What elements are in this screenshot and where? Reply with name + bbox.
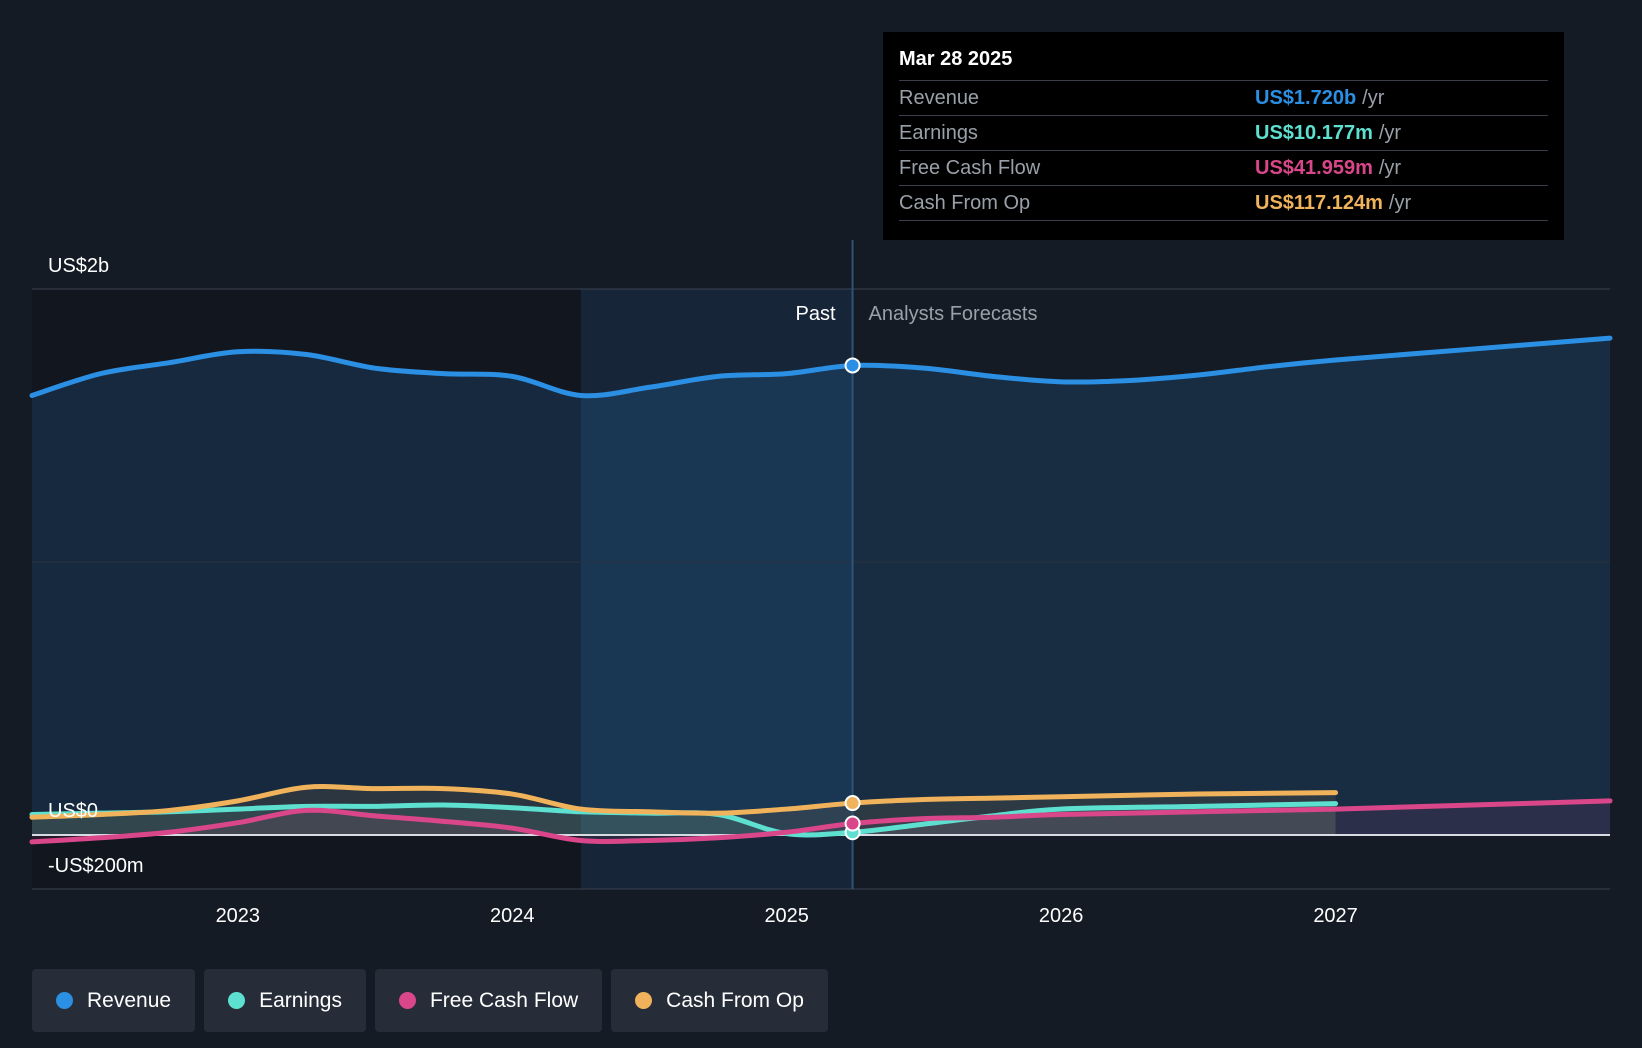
tooltip-row-label: Earnings — [899, 121, 978, 144]
chart-legend: Revenue Earnings Free Cash Flow Cash Fro… — [32, 969, 828, 1032]
forecast-label: Analysts Forecasts — [869, 303, 1038, 325]
legend-label: Earnings — [259, 988, 342, 1012]
past-label: Past — [796, 303, 836, 325]
legend-item-free-cash-flow[interactable]: Free Cash Flow — [374, 969, 603, 1032]
cash-from-op-point[interactable] — [844, 795, 861, 812]
legend-item-cash-from-op[interactable]: Cash From Op — [611, 969, 828, 1032]
tooltip-row-value: US$117.124m — [1255, 191, 1383, 214]
tooltip-row-unit: /yr — [1362, 86, 1385, 109]
tooltip-row-revenue: Revenue US$1.720b /yr — [899, 80, 1548, 115]
tooltip-row-unit: /yr — [1388, 191, 1412, 214]
tooltip-row-value: US$1.720b — [1255, 86, 1357, 109]
revenue-line — [29, 335, 1613, 399]
y-axis-label-zero: US$0 — [48, 800, 98, 822]
x-tick-label: 2026 — [1039, 905, 1084, 927]
legend-dot-icon — [228, 992, 246, 1009]
legend-label: Free Cash Flow — [429, 988, 579, 1012]
free-cash-flow-point[interactable] — [844, 815, 861, 832]
tooltip-row-label: Revenue — [899, 86, 980, 109]
x-tick-label: 2024 — [490, 905, 535, 927]
legend-item-earnings[interactable]: Earnings — [204, 969, 366, 1032]
free-cash-flow-line — [29, 798, 1613, 845]
earnings-area — [32, 803, 1336, 835]
free-cash-flow-area — [32, 800, 1610, 842]
tooltip-row-value: US$41.959m — [1255, 156, 1373, 179]
tooltip-row-unit: /yr — [1378, 156, 1402, 179]
tooltip-row-label: Free Cash Flow — [899, 156, 1041, 179]
tooltip-date: Mar 28 2025 — [899, 48, 1013, 70]
legend-dot-icon — [398, 992, 416, 1009]
cash-from-op-line — [29, 784, 1339, 820]
legend-item-revenue[interactable]: Revenue — [32, 969, 196, 1032]
tooltip-row-unit: /yr — [1378, 121, 1402, 144]
revenue-point[interactable] — [844, 357, 861, 374]
tooltip-panel: Mar 28 2025 Revenue US$1.720b /yr Earnin… — [883, 32, 1564, 240]
legend-label: Revenue — [87, 988, 172, 1012]
legend-dot-icon — [635, 992, 653, 1009]
tooltip-row-value: US$10.177m — [1255, 121, 1373, 144]
x-tick-label: 2025 — [764, 905, 809, 927]
tooltip-row-label: Cash From Op — [899, 191, 1031, 214]
revenue-area — [32, 338, 1610, 835]
legend-dot-icon — [56, 992, 73, 1009]
x-tick-label: 2027 — [1313, 905, 1358, 927]
x-tick-label: 2023 — [216, 905, 261, 927]
tooltip-row-earnings: Earnings US$10.177m /yr — [899, 115, 1548, 150]
y-axis-label-top: US$2b — [48, 255, 109, 277]
tooltip-row-free-cash-flow: Free Cash Flow US$41.959m /yr — [899, 150, 1548, 185]
legend-label: Cash From Op — [666, 988, 804, 1012]
tooltip-row-cash-from-op: Cash From Op US$117.124m /yr — [899, 185, 1548, 221]
y-axis-label-bottom: -US$200m — [48, 855, 144, 877]
